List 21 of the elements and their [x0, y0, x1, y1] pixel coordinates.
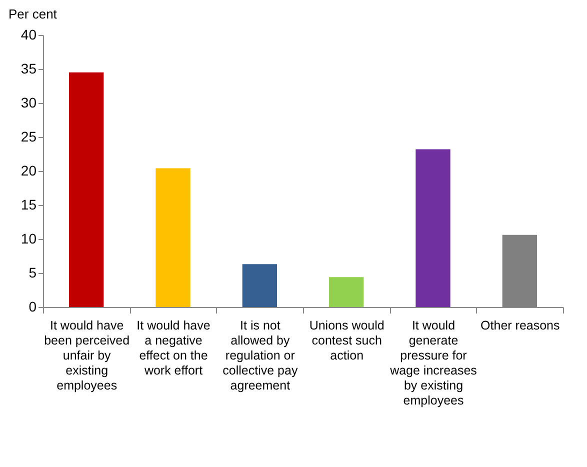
bar [69, 72, 104, 307]
y-tick-label: 20 [20, 162, 37, 178]
y-tick-label: 35 [20, 60, 37, 76]
x-tick-label: Unions would contest such action [309, 318, 384, 362]
bar [416, 149, 450, 307]
x-tick-label: It is not allowed by regulation or collective pay agreement [222, 318, 298, 392]
x-tick-label: It would have a negative effect on the work effort [136, 318, 210, 378]
bar [156, 168, 190, 307]
x-tick-label: Other reasons [480, 318, 560, 332]
x-tick-label: It would generate pressure for wage increases by existing employees [389, 318, 477, 408]
y-tick-label: 30 [20, 94, 37, 110]
y-tick-label: 10 [20, 230, 37, 246]
bar [242, 264, 277, 307]
y-tick-label: 0 [28, 298, 37, 314]
y-tick-label: 25 [20, 128, 37, 144]
y-axis-title: Per cent [8, 6, 58, 22]
x-tick-label: It would have been perceived unfair by existing employees [44, 318, 130, 392]
bar [329, 277, 364, 307]
y-tick-label: 15 [20, 196, 37, 212]
y-tick-label: 40 [20, 26, 37, 42]
y-tick-label: 5 [28, 264, 37, 280]
